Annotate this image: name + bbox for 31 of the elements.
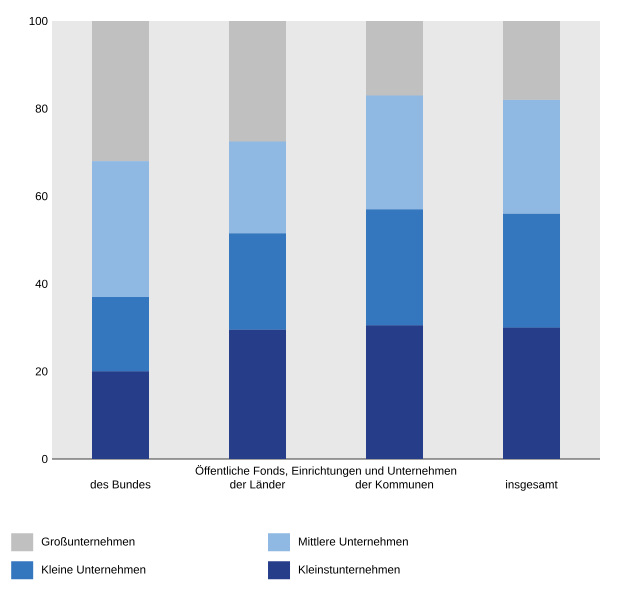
- y-tick-label: 100: [30, 16, 48, 26]
- y-tick-label: 40: [35, 280, 48, 288]
- y-tick-label: 60: [36, 192, 48, 200]
- bar: [92, 296, 149, 372]
- y-tick-label: 20: [36, 367, 48, 376]
- bar: [229, 330, 286, 459]
- legend-label: Mittlere Unternehmen: [298, 537, 408, 546]
- legend-label: Großunternehmen: [42, 537, 134, 546]
- bar: [92, 20, 149, 162]
- bar: [92, 371, 149, 459]
- x-tick-label: der Kommunen: [356, 480, 434, 488]
- x-tick-label: insgesamt: [506, 480, 558, 491]
- x-tick-label: des Bundes: [90, 480, 150, 488]
- bar: [229, 141, 286, 234]
- bar: [503, 328, 560, 459]
- bar: [503, 20, 560, 100]
- bar: [503, 100, 560, 214]
- bar: [92, 161, 149, 297]
- legend-label: Kleinstunternehmen: [298, 565, 400, 574]
- bar: [229, 233, 286, 330]
- bar: [366, 20, 424, 96]
- y-tick-label: 0: [42, 454, 48, 464]
- y-tick-label: 80: [36, 104, 48, 113]
- bar: [366, 95, 424, 210]
- x-axis-title: Öffentliche Fonds, Einrichtungen und Unternehmen: [196, 465, 456, 478]
- bar: [229, 20, 286, 142]
- bar: [503, 214, 560, 328]
- x-tick-label: der Länder: [230, 480, 286, 488]
- bar: [366, 209, 424, 326]
- legend-label: Kleine Unternehmen: [42, 565, 146, 574]
- bar: [366, 325, 424, 459]
